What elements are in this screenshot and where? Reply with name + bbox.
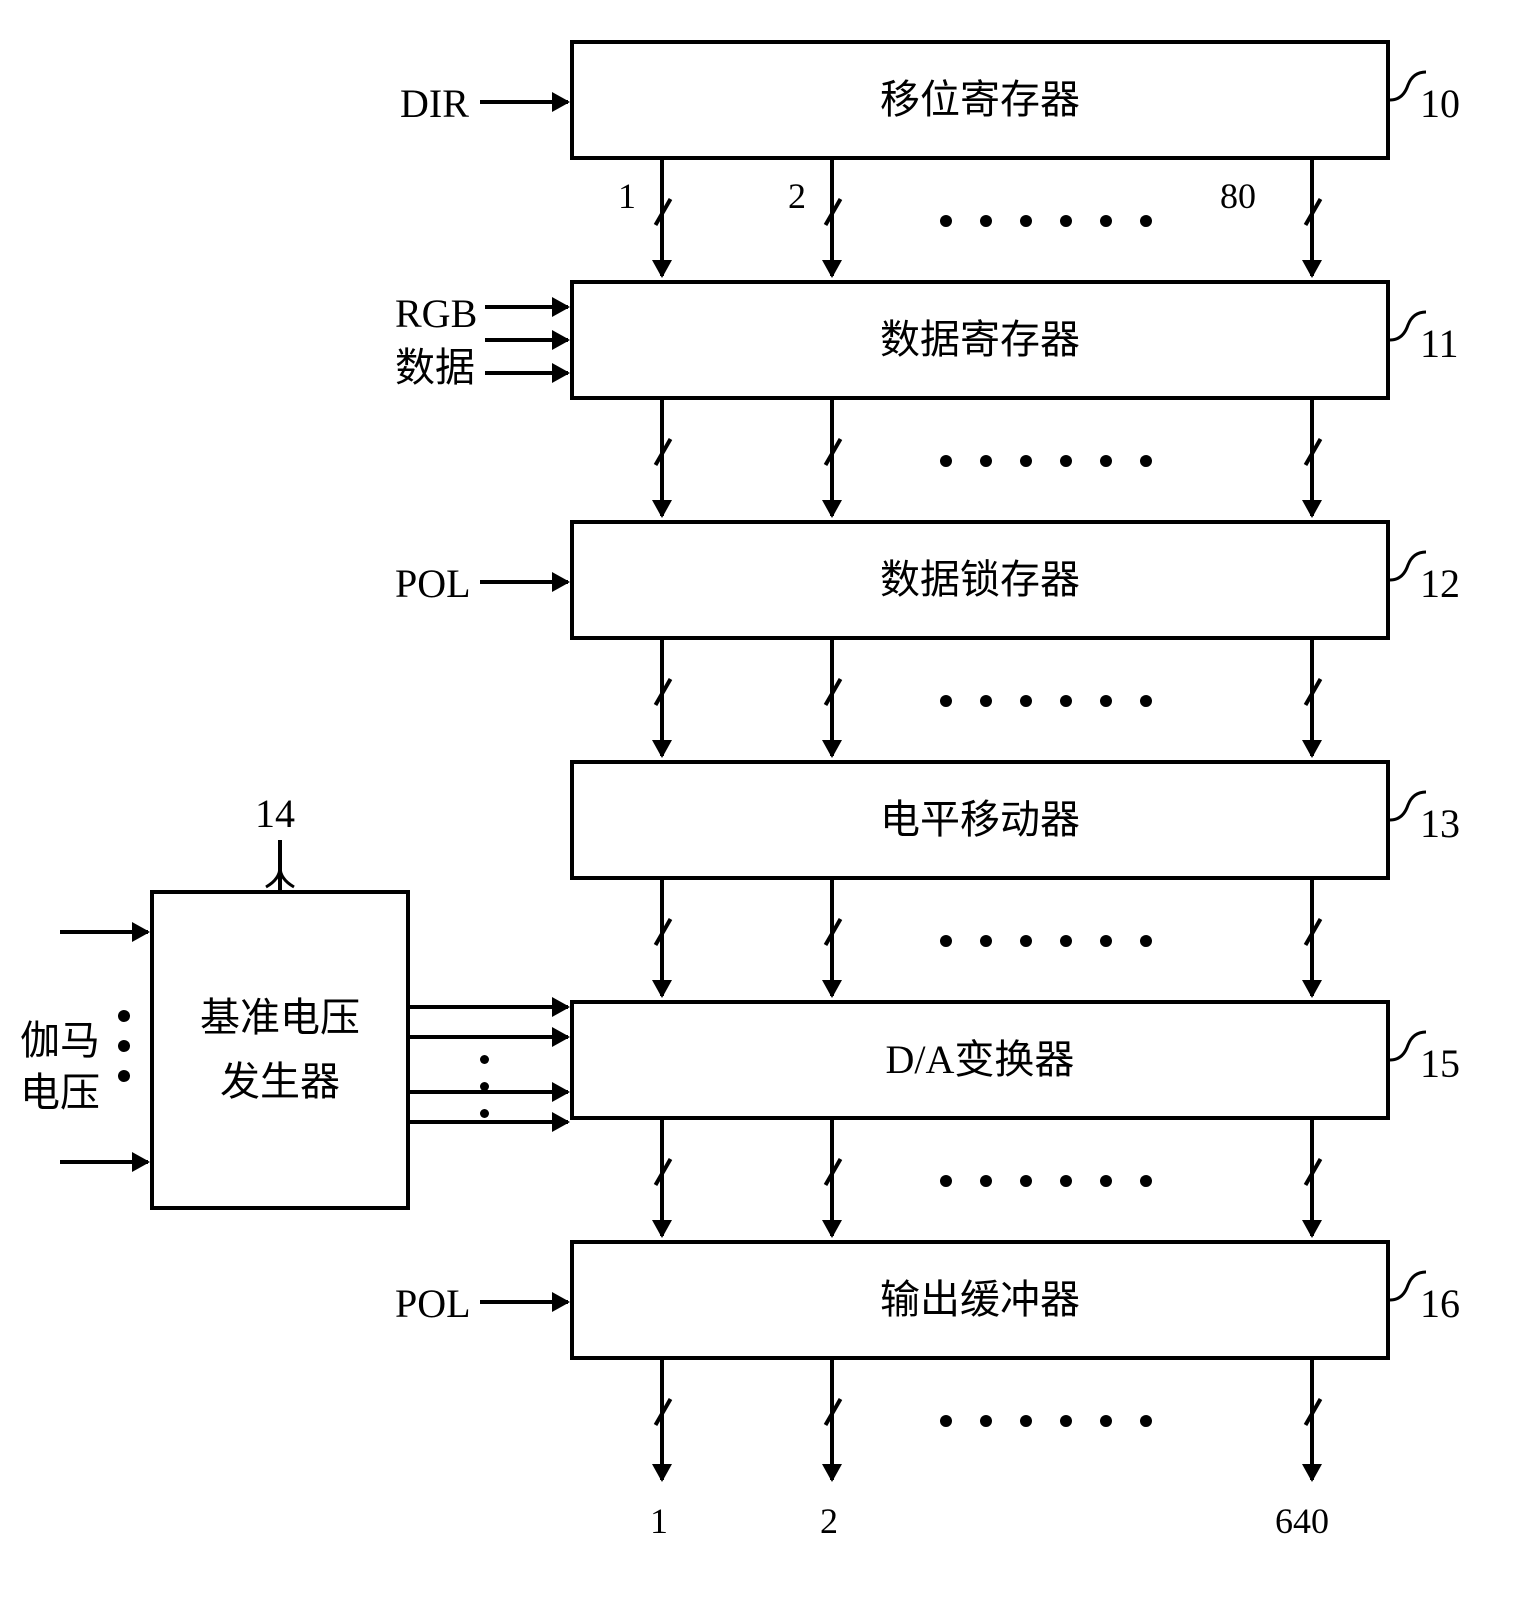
gamma-label-2: 电压 bbox=[20, 1060, 100, 1118]
gamma-arrow-top bbox=[60, 930, 148, 934]
data-register-block: 数据寄存器 bbox=[570, 280, 1390, 400]
leader-16 bbox=[1388, 1270, 1428, 1320]
botnum-2: 2 bbox=[820, 1500, 838, 1542]
pol-arrow-16 bbox=[480, 1300, 568, 1304]
da-converter-label: D/A变换器 bbox=[886, 1036, 1075, 1084]
dots-out bbox=[940, 1415, 1152, 1427]
output-buffer-block: 输出缓冲器 bbox=[570, 1240, 1390, 1360]
leader-11 bbox=[1388, 310, 1428, 360]
ref-out-4 bbox=[410, 1120, 568, 1124]
ref-out-3 bbox=[410, 1090, 568, 1094]
level-shifter-block: 电平移动器 bbox=[570, 760, 1390, 880]
topnum-80: 80 bbox=[1220, 175, 1256, 217]
dots-10-11 bbox=[940, 215, 1152, 227]
pol-label-16: POL bbox=[395, 1280, 471, 1327]
block14-id: 14 bbox=[255, 790, 295, 837]
topnum-2: 2 bbox=[788, 175, 806, 217]
leader-14-hook bbox=[258, 865, 302, 895]
ref-gen-label: 基准电压 发生器 bbox=[200, 986, 360, 1114]
gamma-arrow-bot bbox=[60, 1160, 148, 1164]
leader-10 bbox=[1388, 70, 1428, 120]
data-latch-block: 数据锁存器 bbox=[570, 520, 1390, 640]
dots-12-13 bbox=[940, 695, 1152, 707]
data-latch-label: 数据锁存器 bbox=[880, 556, 1080, 604]
rgb-arrow-3 bbox=[485, 371, 568, 375]
dir-arrow bbox=[480, 100, 568, 104]
rgb-label-1: RGB bbox=[395, 290, 477, 337]
data-register-label: 数据寄存器 bbox=[880, 316, 1080, 364]
level-shifter-label: 电平移动器 bbox=[880, 796, 1080, 844]
botnum-640: 640 bbox=[1275, 1500, 1329, 1542]
dots-15-16 bbox=[940, 1175, 1152, 1187]
botnum-1: 1 bbox=[650, 1500, 668, 1542]
ref-out-2 bbox=[410, 1035, 568, 1039]
leader-12 bbox=[1388, 550, 1428, 600]
output-buffer-label: 输出缓冲器 bbox=[880, 1276, 1080, 1324]
dir-input-label: DIR bbox=[400, 80, 469, 127]
ref-out-1 bbox=[410, 1005, 568, 1009]
topnum-1: 1 bbox=[618, 175, 636, 217]
rgb-label-2: 数据 bbox=[395, 335, 475, 393]
gamma-dots bbox=[118, 1010, 130, 1082]
rgb-arrow-1 bbox=[485, 305, 568, 309]
gamma-label-1: 伽马 bbox=[20, 1008, 100, 1066]
dots-11-12 bbox=[940, 455, 1152, 467]
leader-13 bbox=[1388, 790, 1428, 840]
rgb-arrow-2 bbox=[485, 338, 568, 342]
pol-arrow-12 bbox=[480, 580, 568, 584]
pol-label-12: POL bbox=[395, 560, 471, 607]
reference-voltage-generator-block: 基准电压 发生器 bbox=[150, 890, 410, 1210]
da-converter-block: D/A变换器 bbox=[570, 1000, 1390, 1120]
shift-register-block: 移位寄存器 bbox=[570, 40, 1390, 160]
shift-register-label: 移位寄存器 bbox=[880, 76, 1080, 124]
dots-13-15 bbox=[940, 935, 1152, 947]
leader-15 bbox=[1388, 1030, 1428, 1080]
ref-out-dots bbox=[480, 1055, 489, 1118]
